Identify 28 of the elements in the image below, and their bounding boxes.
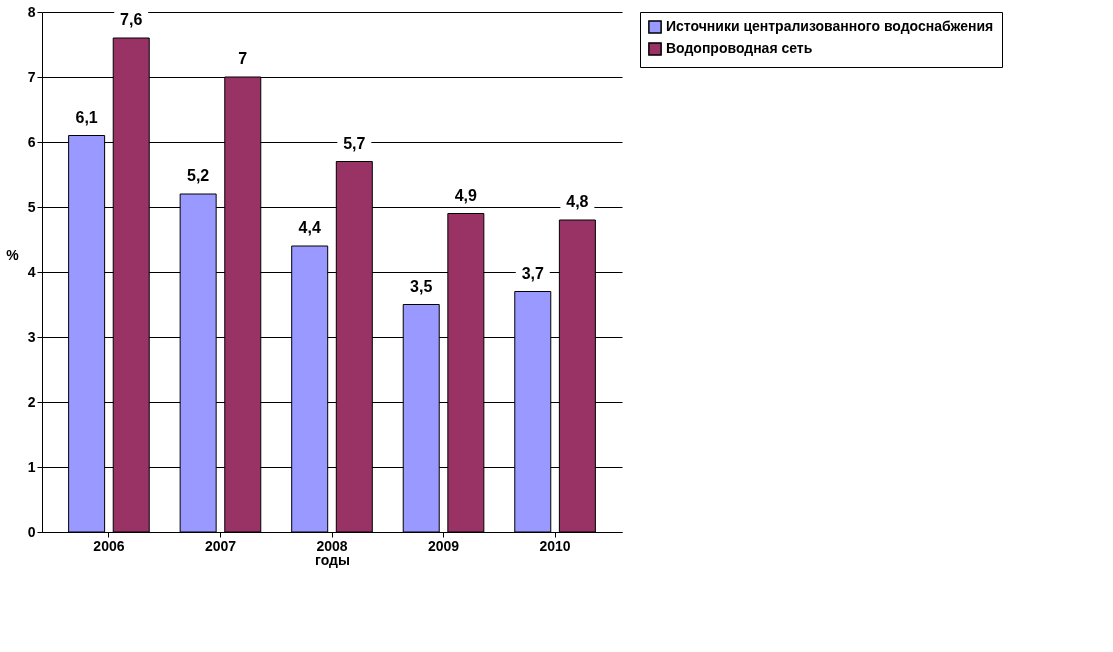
data-label: 7 (238, 50, 248, 67)
y-axis-title: % (6, 246, 20, 263)
data-label: 4,8 (566, 193, 589, 210)
y-tick-label: 3 (27, 328, 36, 345)
data-label: 5,2 (187, 167, 210, 184)
legend-label: Источники централизованного водоснабжения (666, 18, 994, 34)
data-label: 5,7 (343, 134, 366, 152)
y-tick-label: 5 (27, 198, 36, 215)
x-axis-title: годы (315, 551, 350, 568)
y-tick-label: 7 (27, 68, 36, 85)
y-tick-label: 2 (27, 393, 36, 410)
y-tick-label: 8 (27, 3, 36, 20)
x-tick-label: 2007 (204, 537, 237, 554)
data-label: 4,4 (298, 219, 321, 236)
legend-label: Водопроводная сеть (666, 40, 813, 56)
data-label: 3,7 (521, 264, 544, 282)
y-tick-label: 0 (27, 523, 36, 540)
data-label: 7,6 (120, 11, 143, 28)
y-tick-label: 4 (27, 263, 36, 280)
data-label: 6,1 (75, 108, 98, 126)
x-tick-label: 2006 (93, 537, 125, 554)
x-tick-label: 2010 (539, 537, 571, 554)
data-label: 4,9 (454, 186, 478, 204)
x-tick-label: 2008 (316, 537, 348, 554)
x-tick-label: 2009 (427, 537, 460, 554)
data-label: 3,5 (410, 277, 433, 295)
y-tick-label: 6 (27, 133, 36, 150)
y-tick-label: 1 (27, 458, 36, 475)
